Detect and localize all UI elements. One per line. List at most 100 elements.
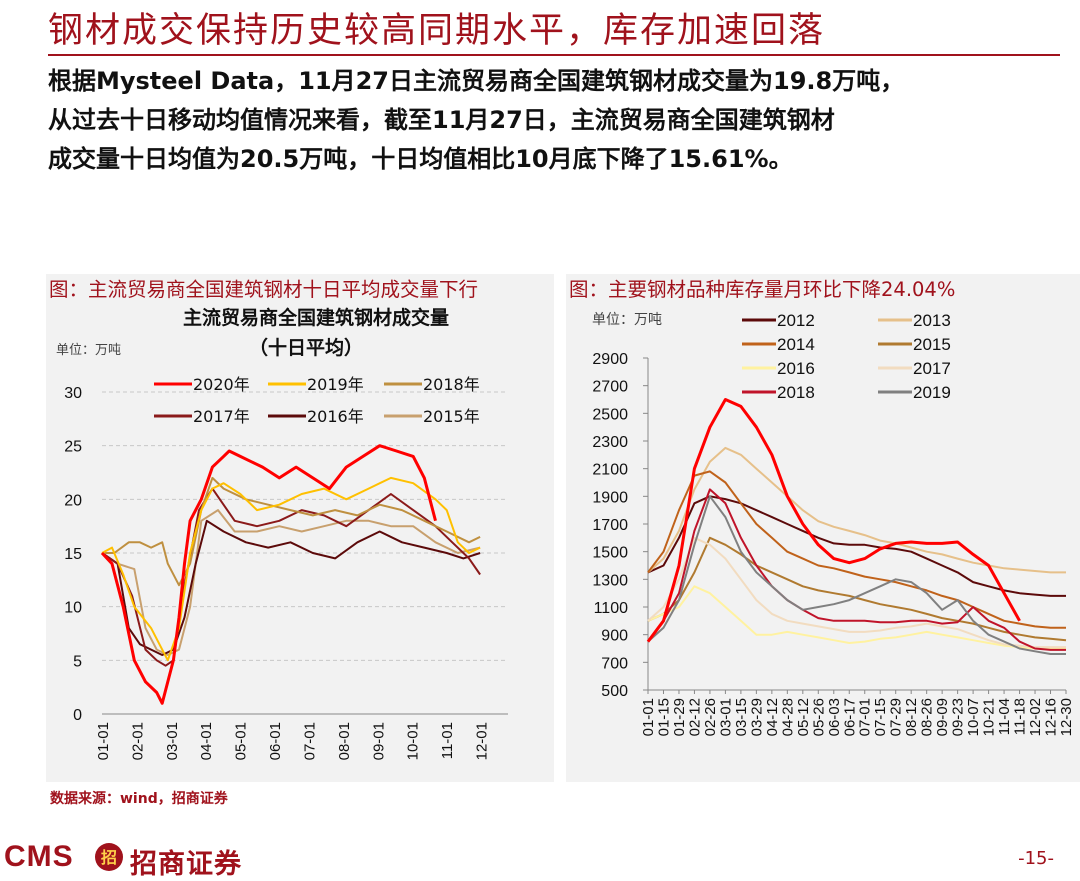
x-tick-label: 08-01	[336, 722, 353, 760]
y-tick-label: 15	[64, 546, 82, 563]
x-tick-label: 03-29	[748, 698, 765, 736]
x-tick-label: 02-01	[129, 722, 146, 760]
legend-label: 2018年	[423, 375, 480, 394]
body-line: 成交量十日均值为20.5万吨，十日均值相比10月底下降了15.61%。	[48, 145, 793, 173]
legend-label: 2019	[913, 383, 951, 402]
y-tick-label: 1900	[592, 489, 628, 506]
unit-label: 单位：万吨	[56, 343, 121, 358]
legend-label: 2017年	[193, 407, 250, 426]
series-line	[647, 495, 1066, 655]
series-line	[647, 585, 1066, 650]
legend-label: 2014	[777, 335, 815, 354]
x-tick-label: 10-01	[405, 722, 422, 760]
y-tick-label: 2700	[592, 379, 628, 396]
series-line	[646, 398, 1021, 643]
x-tick-label: 06-17	[841, 698, 858, 736]
x-tick-label: 11-18	[1012, 698, 1029, 735]
series-line	[647, 536, 1066, 649]
left-chart-caption: 图：主流贸易商全国建筑钢材十日平均成交量下行	[49, 278, 479, 301]
y-tick-label: 700	[601, 655, 628, 672]
left-chart-panel: 主流贸易商全国建筑钢材成交量 （十日平均） 单位：万吨 0 5 10 15 20 25 30 01-…	[46, 274, 554, 782]
chart-title: 主流贸易商全国建筑钢材成交量	[183, 306, 449, 329]
y-tick-label: 2500	[592, 406, 628, 423]
y-tick-label: 1700	[592, 517, 628, 534]
legend-label: 2012	[777, 311, 815, 330]
x-tick-label: 07-01	[857, 698, 874, 736]
x-tick-label: 09-23	[950, 698, 967, 736]
x-tick-label: 07-29	[888, 698, 905, 736]
cms-logo: CMS 招 招商证券	[4, 836, 304, 880]
legend-label: 2019年	[307, 375, 364, 394]
series-line	[102, 476, 481, 587]
series-line	[647, 495, 1066, 597]
logo-wordmark: CMS	[4, 840, 74, 873]
series-line	[647, 536, 1067, 642]
x-tick-label: 02-26	[702, 698, 719, 736]
series-line	[101, 519, 481, 656]
x-tick-label: 03-01	[164, 722, 181, 760]
legend-label: 2018	[777, 383, 815, 402]
legend-label: 2015	[913, 335, 951, 354]
y-tick-label: 2900	[592, 351, 628, 368]
logo-emblem-icon: 招	[95, 843, 123, 871]
series-line	[101, 487, 481, 667]
x-tick-label: 06-03	[826, 698, 843, 736]
x-tick-label: 12-16	[1043, 698, 1060, 736]
x-tick-label: 01-01	[640, 698, 657, 736]
x-tick-label: 07-15	[872, 698, 889, 736]
trade-volume-chart: 主流贸易商全国建筑钢材成交量 （十日平均） 单位：万吨 0 5 10 15 20 25 30 01-…	[56, 306, 508, 760]
x-tick-label: 12-01	[473, 722, 490, 760]
body-line: 从过去十日移动均值情况来看，截至11月27日，主流贸易商全国建筑钢材	[48, 106, 835, 134]
legend-label: 2017	[913, 359, 951, 378]
x-tick-label: 01-01	[95, 722, 112, 760]
logo-emblem-text: 招	[101, 848, 117, 867]
body-line: 根据Mysteel Data，11月27日主流贸易商全国建筑钢材成交量为19.8…	[48, 67, 905, 95]
legend-label: 2016	[777, 359, 815, 378]
title-divider	[48, 54, 1060, 56]
x-tick-label: 08-12	[903, 698, 920, 736]
logo-chinese-name: 招商证券	[130, 849, 242, 880]
series-line	[647, 470, 1066, 629]
data-source: 数据来源：wind，招商证券	[50, 791, 228, 807]
y-tick-label: 1300	[592, 572, 628, 589]
y-tick-label: 2100	[592, 462, 628, 479]
x-tick-label: 03-01	[717, 698, 734, 736]
page-number: -15-	[1018, 848, 1054, 869]
y-tick-label: 20	[64, 492, 82, 509]
right-chart-caption: 图：主要钢材品种库存量月环比下降24.04%	[569, 278, 956, 301]
y-tick-label: 1100	[594, 600, 629, 617]
series-line	[101, 476, 481, 662]
y-tick-label: 2300	[592, 434, 628, 451]
legend-label: 2015年	[423, 407, 480, 426]
y-tick-label: 5	[73, 653, 82, 670]
body-paragraph: 根据Mysteel Data，11月27日主流贸易商全国建筑钢材成交量为19.8…	[48, 62, 1058, 179]
x-tick-label: 07-01	[301, 722, 318, 760]
series-line	[100, 444, 437, 705]
x-tick-label: 11-04	[996, 698, 1013, 735]
x-tick-label: 09-01	[370, 722, 387, 760]
series-line	[647, 488, 1066, 651]
y-tick-label: 30	[64, 385, 82, 402]
y-tick-label: 500	[601, 683, 628, 700]
x-tick-label: 05-12	[795, 698, 812, 736]
legend-label: 2013	[913, 311, 951, 330]
series-line	[647, 446, 1066, 574]
series-line	[101, 509, 481, 656]
x-tick-label: 12-30	[1058, 698, 1075, 736]
x-tick-label: 06-01	[267, 722, 284, 760]
x-tick-label: 10-21	[981, 698, 998, 736]
y-tick-label: 0	[73, 707, 82, 724]
y-tick-label: 10	[64, 600, 82, 617]
x-tick-label: 01-29	[671, 698, 688, 736]
y-tick-label: 25	[64, 439, 82, 456]
inventory-chart: 单位：万吨 500 700 900 1100 1300 1500 1700 1900 2100 23…	[592, 311, 1075, 736]
x-tick-label: 03-15	[733, 698, 750, 736]
x-tick-label: 11-01	[439, 722, 456, 759]
legend-label: 2016年	[307, 407, 364, 426]
slide-title: 钢材成交保持历史较高同期水平，库存加速回落	[48, 11, 826, 51]
x-tick-label: 04-28	[779, 698, 796, 736]
x-tick-label: 05-01	[233, 722, 250, 760]
x-tick-label: 12-02	[1027, 698, 1044, 736]
x-tick-label: 04-01	[198, 722, 215, 760]
x-tick-label: 02-12	[686, 698, 703, 736]
